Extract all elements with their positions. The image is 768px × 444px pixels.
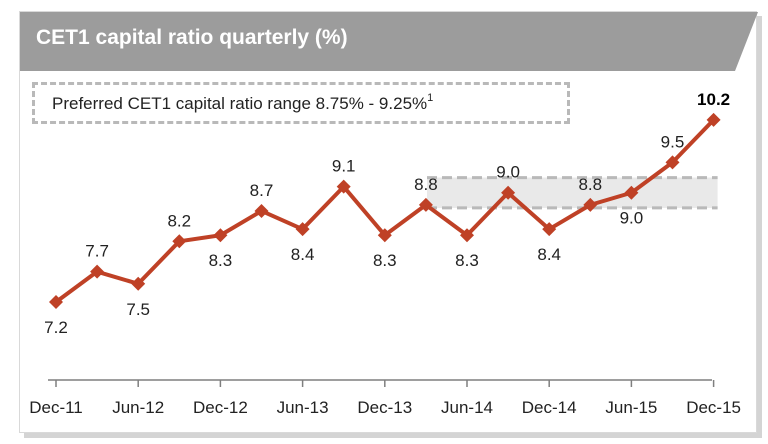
data-point [542,222,557,237]
series-line [54,118,716,304]
legend-label: Preferred CET1 capital ratio range 8.75%… [52,92,434,113]
data-point [583,197,598,212]
header-background [20,12,758,71]
data-point [460,228,474,243]
x-tick-label: Dec-11 [29,398,83,417]
data-label: 8.8 [578,175,602,194]
data-label: 8.3 [455,251,479,270]
chart-panel: CET1 capital ratio quarterly (%) Preferr… [19,11,758,433]
data-point [501,185,516,200]
data-point [706,112,721,127]
x-tick-label: Jun-14 [441,398,493,417]
data-label: 8.3 [373,251,397,270]
x-tick-label: Dec-13 [357,398,412,417]
x-tick-label: Dec-14 [522,398,577,417]
legend-box: Preferred CET1 capital ratio range 8.75%… [32,82,570,124]
data-point [213,228,228,243]
x-tick-label: Jun-13 [277,398,329,417]
data-point [336,179,351,194]
data-point [90,264,105,279]
data-label: 7.2 [44,318,68,337]
data-point [295,222,310,237]
data-label: 8.3 [209,251,233,270]
header-bar: CET1 capital ratio quarterly (%) [20,12,758,71]
data-label: 9.0 [496,163,520,182]
data-label: 8.4 [537,245,561,264]
data-label: 8.2 [167,211,191,230]
data-label: 9.5 [661,132,685,151]
data-label: 9.1 [332,157,356,176]
x-tick-label: Jun-12 [112,398,164,417]
data-label: 8.7 [250,181,274,200]
data-label: 9.0 [620,209,644,228]
data-label: 8.4 [291,245,315,264]
footnote-marker: 1 [427,92,434,104]
data-label: 7.7 [85,242,109,261]
data-point [624,185,639,200]
x-tick-label: Jun-15 [605,398,657,417]
data-point [172,234,187,249]
data-point [377,228,392,243]
x-tick-label: Dec-12 [193,398,248,417]
chart-title: CET1 capital ratio quarterly (%) [36,26,348,49]
x-tick-label: Dec-15 [686,398,741,417]
data-point [254,203,269,218]
data-label: 10.2 [697,90,730,109]
data-label: 7.5 [126,300,150,319]
preferred-range-band [427,177,718,208]
data-point [131,276,146,291]
data-point [418,197,433,212]
data-point [665,155,680,170]
data-point [49,295,63,309]
data-label: 8.8 [414,175,438,194]
